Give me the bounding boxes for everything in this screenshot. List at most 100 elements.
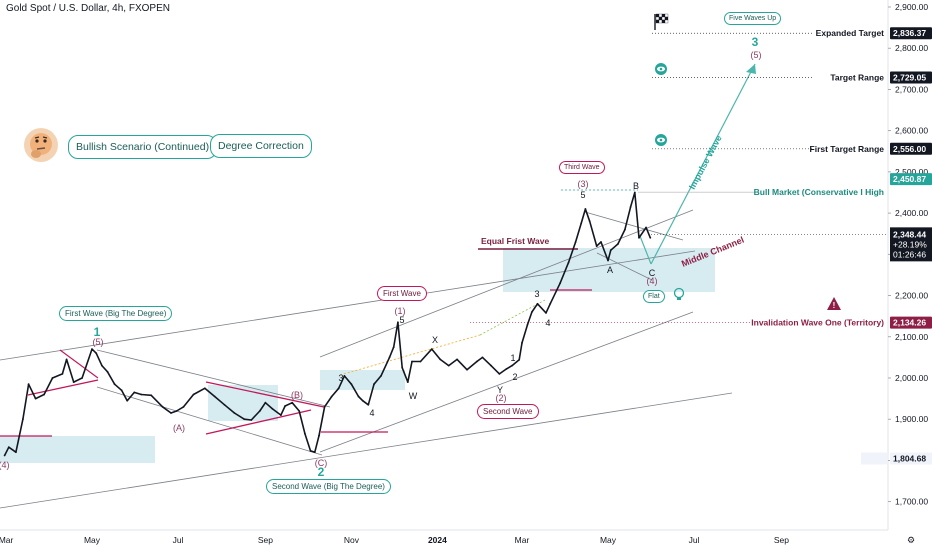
price-point — [607, 259, 609, 262]
wave-label-W: W — [409, 391, 418, 401]
invalidation-tag: 2,134.26 — [893, 318, 926, 328]
impulse-arrow-head — [746, 64, 756, 74]
wave-label-big_2: 2 — [318, 465, 325, 479]
price-point — [284, 405, 286, 407]
wave-label-Y: Y — [497, 385, 503, 395]
price-point — [323, 405, 326, 408]
price-point — [258, 410, 261, 412]
wave-label-big_5: (5) — [751, 50, 762, 60]
low-value-tag: 1,804.68 — [893, 453, 926, 463]
wedge-upper-line — [584, 211, 684, 241]
warning-icon: ! — [827, 297, 841, 310]
price-point — [629, 206, 632, 208]
price-point — [476, 360, 478, 363]
impulse-wave-label: Impulse Wave — [687, 134, 724, 191]
wave-label-wA: (A) — [173, 423, 185, 433]
price-point — [411, 360, 413, 363]
wave-one-zone — [320, 370, 405, 390]
bull-market-tag-bg — [890, 173, 932, 186]
wave-label-i3a: 3 — [338, 373, 343, 383]
price-point — [182, 405, 185, 408]
chart-title: Gold Spot / U.S. Dollar, 4h, FXOPEN — [6, 3, 170, 14]
warning-mark: ! — [833, 301, 836, 310]
price-point — [133, 391, 136, 394]
price-point — [580, 222, 583, 225]
impulse-wave-arrow — [650, 63, 756, 265]
price-point — [313, 451, 316, 454]
first-wave-callout: First Wave — [377, 286, 427, 301]
wave-label-B: B — [633, 181, 639, 191]
triangle-upper-line — [205, 381, 325, 408]
price-point — [624, 228, 626, 231]
countdown-tag: 01:26:46 — [893, 249, 926, 259]
price-point — [72, 381, 75, 383]
time-tick-label: Sep — [774, 535, 789, 545]
flag-cell — [658, 13, 663, 18]
wave-label-w2p: (2) — [496, 393, 507, 403]
expanded-target-tag-bg — [890, 27, 932, 40]
price-point — [536, 302, 539, 305]
price-point — [43, 393, 45, 396]
flat-callout: Flat — [643, 290, 665, 303]
wave-a-lower-line — [96, 386, 323, 456]
price-tick-label: 2,000.00 — [895, 373, 928, 383]
price-point — [203, 387, 206, 390]
wave-label-i4b: 4 — [545, 318, 550, 328]
time-tick-label: Jul — [173, 535, 184, 545]
price-point — [456, 358, 458, 361]
flag-cell — [655, 16, 660, 21]
price-point — [3, 454, 6, 457]
degree-correction-button[interactable]: Degree Correction — [210, 134, 312, 158]
price-point — [392, 346, 395, 348]
price-point — [609, 249, 612, 252]
flag-cell — [655, 13, 660, 18]
price-point — [291, 401, 294, 404]
price-point — [27, 383, 30, 386]
price-point — [304, 432, 306, 435]
price-point — [337, 387, 340, 390]
price-point — [350, 383, 353, 386]
b-to-c-line — [639, 235, 652, 265]
bullish-scenario-button[interactable]: Bullish Scenario (Continued) — [68, 135, 218, 159]
flag-cell — [664, 13, 669, 18]
price-point — [505, 368, 508, 370]
first-target-tag-bg — [890, 142, 932, 155]
wave-label-A: A — [607, 265, 613, 275]
wave-label-C: C — [649, 268, 656, 278]
price-tick-label: 2,200.00 — [895, 291, 928, 301]
price-point — [521, 342, 523, 344]
price-point — [113, 383, 116, 386]
price-point — [175, 410, 178, 412]
price-point — [101, 364, 103, 367]
price-point — [600, 241, 602, 243]
price-tick-label: 2,600.00 — [895, 126, 928, 136]
price-point — [343, 375, 346, 377]
flag-cell — [658, 16, 663, 21]
wave-five-top-line — [59, 349, 99, 379]
wave-label-i5b: 5 — [580, 190, 585, 200]
price-point — [447, 364, 450, 367]
price-point — [357, 395, 360, 398]
price-point — [545, 312, 547, 314]
price-point — [380, 375, 382, 377]
wave-label-big_3: 3 — [752, 35, 759, 49]
price-point — [617, 243, 619, 245]
price-point — [498, 373, 501, 375]
price-point — [419, 360, 422, 363]
flag-cell — [661, 19, 666, 24]
flag-cell — [658, 19, 663, 24]
price-tick-label: 2,700.00 — [895, 84, 928, 94]
price-point — [298, 410, 301, 412]
price-point — [271, 408, 274, 410]
expanded-target-tag: 2,836.37 — [893, 28, 926, 38]
bull-market-tag: 2,450.87 — [893, 174, 926, 184]
price-series-line — [3, 191, 652, 456]
price-tick-label: 1,700.00 — [895, 497, 928, 507]
wave-label-w5_1: (5) — [93, 337, 104, 347]
wave-five-line — [27, 379, 99, 396]
time-tick-label: Sep — [258, 535, 273, 545]
time-tick-label: Jul — [689, 535, 700, 545]
price-point — [367, 403, 370, 406]
